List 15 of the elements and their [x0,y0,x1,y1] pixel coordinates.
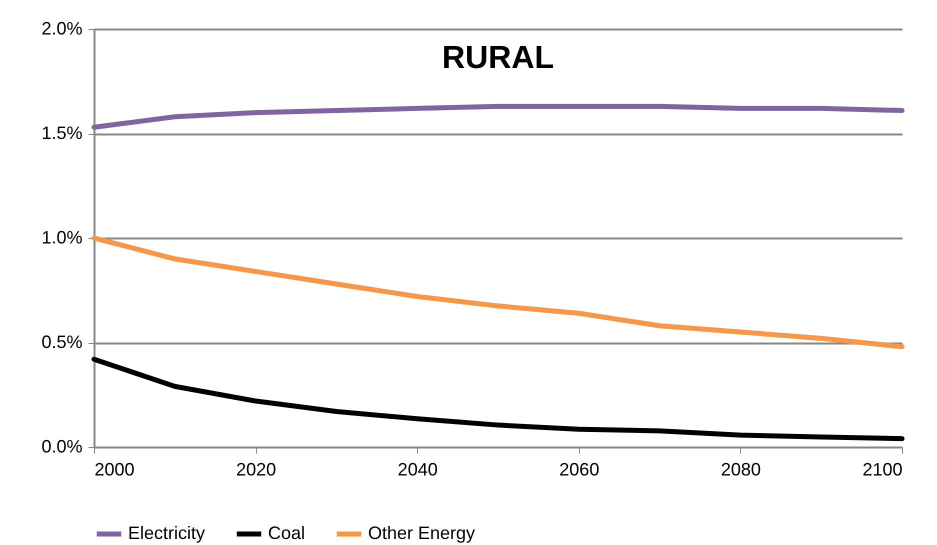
x-tick-label: 2060 [559,460,600,480]
legend-label: Coal [268,523,306,543]
x-tick-label: 2100 [862,460,902,480]
y-tick-label: 0.0% [41,436,82,456]
x-tick-label: 2020 [236,460,276,480]
legend-label: Other Energy [368,523,476,543]
x-tick-label: 2000 [94,460,135,480]
x-tick-label: 2040 [398,460,438,480]
y-tick-label: 1.5% [41,123,82,143]
chart-title: RURAL [442,39,554,75]
y-tick-label: 2.0% [41,18,82,38]
x-tick-label: 2080 [720,460,761,480]
y-tick-label: 0.5% [41,332,82,352]
legend-label: Electricity [128,523,206,543]
y-tick-label: 1.0% [41,228,82,248]
